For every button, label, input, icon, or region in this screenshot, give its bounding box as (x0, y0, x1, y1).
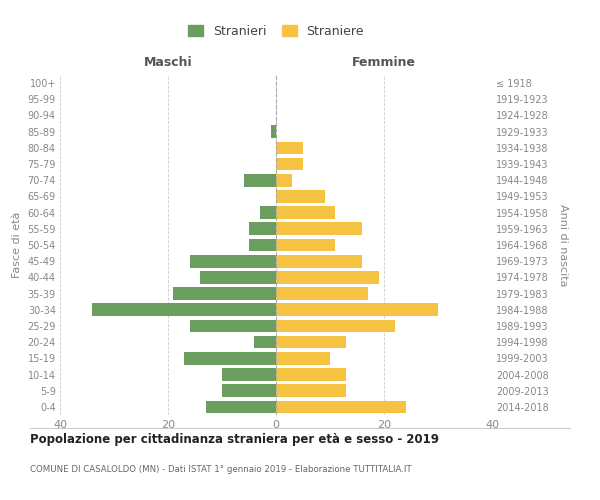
Bar (276, 206, 335, 219)
Text: COMUNE DI CASALOLDO (MN) - Dati ISTAT 1° gennaio 2019 - Elaborazione TUTTITALIA.: COMUNE DI CASALOLDO (MN) - Dati ISTAT 1°… (30, 466, 412, 474)
Text: Popolazione per cittadinanza straniera per età e sesso - 2019: Popolazione per cittadinanza straniera p… (30, 432, 439, 446)
Bar (206, 400, 276, 413)
Bar (244, 174, 276, 186)
Bar (276, 271, 379, 283)
Bar (184, 352, 276, 364)
Bar (249, 238, 276, 252)
Bar (260, 206, 276, 219)
Bar (276, 222, 362, 235)
Bar (222, 368, 276, 381)
Bar (92, 304, 276, 316)
Bar (276, 336, 346, 348)
Bar (276, 255, 362, 268)
Legend: Stranieri, Straniere: Stranieri, Straniere (183, 20, 369, 43)
Bar (276, 352, 330, 364)
Bar (276, 304, 438, 316)
Bar (276, 174, 292, 186)
Bar (173, 288, 276, 300)
Bar (200, 271, 276, 283)
Bar (276, 142, 303, 154)
Bar (276, 158, 303, 170)
Text: Femmine: Femmine (352, 56, 416, 68)
Y-axis label: Fasce di età: Fasce di età (12, 212, 22, 278)
Bar (249, 222, 276, 235)
Bar (276, 288, 368, 300)
Bar (276, 400, 406, 413)
Bar (190, 255, 276, 268)
Bar (276, 238, 335, 252)
Y-axis label: Anni di nascita: Anni di nascita (559, 204, 568, 286)
Bar (222, 384, 276, 397)
Bar (276, 320, 395, 332)
Bar (271, 126, 276, 138)
Bar (254, 336, 276, 348)
Bar (276, 368, 346, 381)
Bar (190, 320, 276, 332)
Bar (276, 384, 346, 397)
Text: Maschi: Maschi (143, 56, 193, 68)
Bar (276, 190, 325, 202)
